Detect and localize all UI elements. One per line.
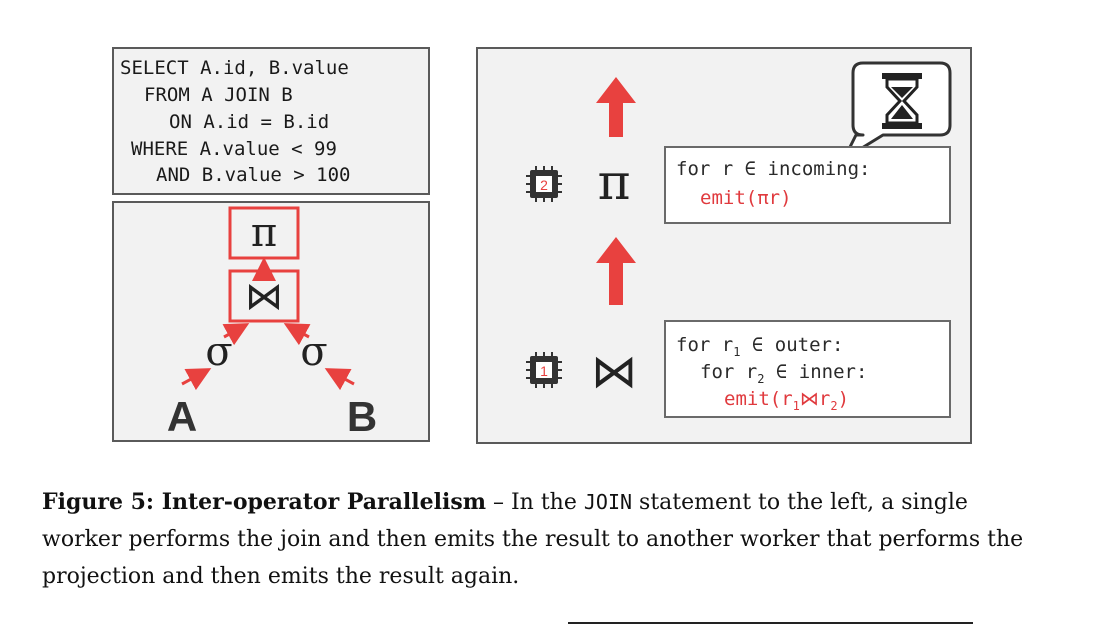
caption-text: statement to the left, a single worker p… (42, 490, 1024, 589)
table-a-label: A (167, 393, 197, 440)
worker1-to-worker2-arrow-icon (596, 237, 636, 305)
projection-symbol: π (251, 210, 277, 256)
outer-loop-suffix: ∈ outer: (740, 334, 844, 356)
sql-and-line: AND B.value > 100 (156, 164, 351, 186)
select-right-to-join-arrow (283, 323, 311, 346)
worker2-operator-symbol: π (598, 153, 631, 211)
worker1-operator-symbol: ⋈ (591, 344, 637, 398)
worker2-code-line1: for r ∈ incoming: (676, 158, 871, 180)
worker2-code-box: for r ∈ incoming: emit(πr) (664, 146, 951, 224)
figure-caption: Figure 5: Inter-operator Parallelism – I… (42, 484, 1052, 595)
sql-on-line: ON A.id = B.id (169, 111, 330, 133)
worker1-code-line1: for r1 ∈ outer: (676, 332, 843, 365)
inner-loop-subscript: 2 (757, 371, 765, 386)
footer-rule (568, 622, 973, 624)
table-a-to-select-arrow (181, 368, 212, 391)
emit-close: ) (837, 388, 850, 410)
emit-subscript-1: 1 (792, 398, 800, 413)
table-b-label: B (347, 393, 377, 440)
sql-select-line: SELECT A.id, B.value (120, 57, 349, 79)
workers-graphic: 2 π 1 ⋈ (526, 61, 952, 398)
query-plan-tree: π ⋈ σ σ A B (112, 201, 430, 442)
select-left-to-join-arrow (222, 323, 250, 346)
inner-loop-suffix: ∈ inner: (764, 361, 868, 383)
chip-2-number: 2 (540, 177, 548, 193)
join-symbol: ⋈ (245, 274, 283, 318)
output-arrow-icon (596, 77, 636, 137)
worker2-code-line2: emit(πr) (700, 187, 792, 209)
caption-keyword: JOIN (583, 490, 633, 514)
outer-loop-prefix: for r (676, 334, 734, 356)
inner-loop-prefix: for r (700, 361, 758, 383)
chip-1-number: 1 (540, 363, 548, 379)
caption-dash: – In the (486, 490, 584, 515)
worker1-code-line2: for r2 ∈ inner: (700, 359, 867, 392)
worker1-code-box: for r1 ∈ outer: for r2 ∈ inner: emit(r1⋈… (664, 320, 951, 418)
emit-join-symbol: ⋈ (799, 388, 819, 410)
parallel-workers-panel: 2 π 1 ⋈ for r ∈ inc (476, 47, 972, 444)
sql-query-box: SELECT A.id, B.value FROM A JOIN B ON A.… (112, 47, 430, 195)
cpu-chip-1-icon: 1 (526, 352, 562, 388)
caption-label: Figure 5: Inter-operator Parallelism (42, 489, 486, 515)
hourglass-icon (882, 73, 922, 129)
cpu-chip-2-icon: 2 (526, 166, 562, 202)
worker1-code-line3: emit(r1⋈r2) (724, 386, 849, 419)
sql-from-line: FROM A JOIN B (144, 84, 293, 106)
sql-where-line: WHERE A.value < 99 (131, 138, 337, 160)
emit-subscript-2: 2 (830, 398, 838, 413)
emit-prefix: emit(r (724, 388, 793, 410)
emit-r2: r (818, 388, 831, 410)
plan-tree-graphic: π ⋈ σ σ A B (167, 206, 377, 440)
outer-loop-subscript: 1 (733, 344, 741, 359)
table-b-to-select-arrow (324, 368, 355, 391)
